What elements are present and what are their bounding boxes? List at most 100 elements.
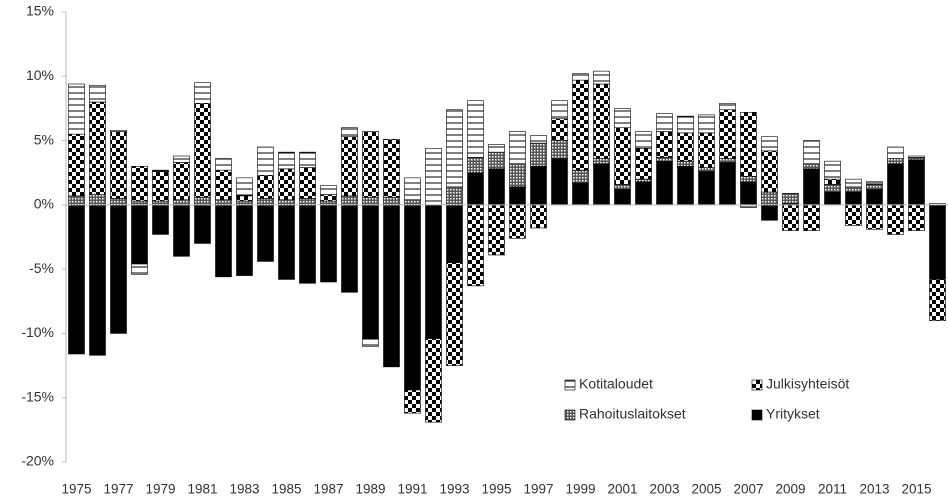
legend-swatch <box>564 409 576 421</box>
legend-swatch <box>751 409 763 421</box>
bar-segment <box>68 195 85 206</box>
bar-segment <box>278 168 295 201</box>
bar-segment <box>215 204 232 278</box>
bar-segment <box>68 133 85 197</box>
x-tick-label: 2013 <box>859 482 889 497</box>
legend-label: Kotitaloudet <box>579 376 653 392</box>
bar-segment <box>719 162 736 206</box>
bar-segment <box>698 114 715 134</box>
bar-segment <box>530 204 547 229</box>
bar-segment <box>614 183 631 190</box>
bar-segment <box>698 132 715 168</box>
x-tick-label: 1997 <box>523 482 553 497</box>
bar-segment <box>68 204 85 355</box>
bar-segment <box>341 136 358 197</box>
legend-label: Yritykset <box>766 406 820 422</box>
x-tick-label: 1975 <box>61 482 91 497</box>
bar-segment <box>89 84 106 103</box>
bar-segment <box>824 160 841 180</box>
bar-segment <box>383 204 400 368</box>
x-tick-label: 2003 <box>649 482 679 497</box>
bar-segment <box>593 158 610 165</box>
bar-segment <box>236 200 253 206</box>
bar-segment <box>761 136 778 152</box>
bar-segment <box>404 199 421 206</box>
x-tick-label: 2011 <box>818 482 847 497</box>
bar-segment <box>782 192 799 204</box>
bar-segment <box>740 181 757 206</box>
bar-segment <box>656 156 673 162</box>
bar-segment <box>656 160 673 206</box>
bar-segment <box>593 83 610 159</box>
bar-segment <box>803 163 820 170</box>
bar-segment <box>929 204 946 280</box>
bar-segment <box>740 111 757 177</box>
bar-segment <box>929 279 946 321</box>
bar-segment <box>467 204 484 287</box>
bar-segment <box>803 140 820 165</box>
bar-segment <box>257 204 274 262</box>
bar-segment <box>446 204 463 264</box>
bar-segment <box>866 189 883 206</box>
bar-segment <box>320 200 337 206</box>
x-tick-label: 1983 <box>229 482 259 497</box>
bar-segment <box>110 198 127 206</box>
bar-segment <box>341 204 358 293</box>
bar-segment <box>551 100 568 120</box>
bar-segment <box>551 158 568 206</box>
bar-segment <box>404 177 421 201</box>
bar-segment <box>803 168 820 206</box>
bar-segment <box>425 204 442 339</box>
bar-segment <box>887 146 904 159</box>
y-tick-label: 0% <box>34 196 54 212</box>
x-tick-label: 1991 <box>397 482 427 497</box>
bar-segment <box>278 204 295 280</box>
bar-segment <box>236 204 253 276</box>
bar-segment <box>908 155 925 158</box>
bar-segment <box>887 204 904 235</box>
y-tick-label: -10% <box>21 324 54 340</box>
x-tick-label: 1981 <box>187 482 217 497</box>
bar-segment <box>845 191 862 206</box>
bar-segment <box>887 163 904 206</box>
bar-segment <box>530 135 547 144</box>
bar-segment <box>446 262 463 366</box>
bar-segment <box>698 167 715 172</box>
bar-segment <box>845 178 862 188</box>
bar-segment <box>152 169 169 172</box>
bar-segment <box>320 185 337 195</box>
x-tick-label: 2001 <box>607 482 637 497</box>
bar-segment <box>761 191 778 206</box>
legend-label: Rahoituslaitokset <box>579 406 686 422</box>
x-tick-label: 1985 <box>271 482 301 497</box>
bar-segment <box>425 147 442 206</box>
bar-segment <box>698 171 715 206</box>
bar-segment <box>572 182 589 206</box>
bar-segment <box>257 198 274 206</box>
y-tick-label: -5% <box>29 260 54 276</box>
bar-segment <box>488 204 505 256</box>
bar-segment <box>152 171 169 202</box>
bar-segment <box>572 169 589 184</box>
bar-segment <box>362 196 379 206</box>
bar-segment <box>593 70 610 85</box>
bar-segment <box>488 144 505 153</box>
bar-segment <box>551 118 568 141</box>
y-tick-label: -20% <box>21 453 54 469</box>
bar-segment <box>110 204 127 334</box>
bar-segment <box>152 204 169 235</box>
bar-segment <box>824 191 841 206</box>
bar-segment <box>614 127 631 185</box>
bar-segment <box>173 204 190 257</box>
bar-segment <box>278 199 295 206</box>
bar-segment <box>299 204 316 284</box>
bar-segment <box>677 165 694 206</box>
bar-segment <box>908 159 925 206</box>
bar-segment <box>845 204 862 226</box>
bar-segment <box>677 160 694 167</box>
bar-segment <box>572 73 589 81</box>
bar-segment <box>656 113 673 132</box>
bar-segment <box>824 178 841 185</box>
y-tick-label: 15% <box>26 3 54 19</box>
